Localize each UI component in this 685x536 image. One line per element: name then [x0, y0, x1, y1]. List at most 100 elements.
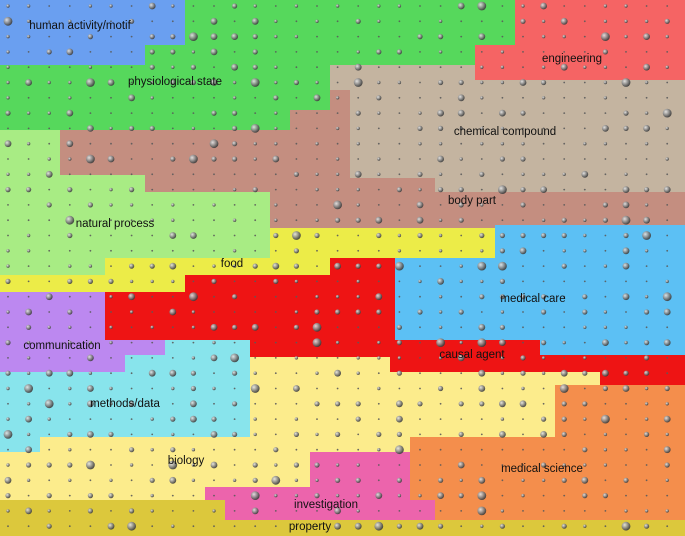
node-dot — [419, 357, 421, 359]
node-dot — [438, 187, 444, 193]
node-dot — [480, 311, 483, 313]
node-dot — [355, 110, 361, 116]
node-dot — [519, 79, 527, 86]
node-dot — [6, 50, 10, 54]
node-dot — [48, 66, 51, 69]
node-dot — [501, 494, 504, 497]
node-dot — [46, 202, 52, 208]
node-dot — [622, 293, 630, 301]
node-dot — [398, 142, 401, 145]
node-dot — [87, 354, 94, 362]
node-dot — [375, 492, 383, 499]
node-dot — [171, 510, 174, 512]
node-dot — [130, 234, 133, 237]
node-dot — [27, 494, 30, 497]
node-dot — [149, 263, 155, 269]
node-dot — [233, 280, 236, 283]
node-dot — [604, 280, 607, 283]
node-dot — [192, 96, 195, 99]
node-dot — [665, 126, 669, 131]
node-dot — [377, 157, 381, 161]
node-dot — [336, 20, 339, 23]
node-dot — [316, 280, 318, 283]
node-dot — [480, 80, 484, 85]
node-dot — [25, 308, 32, 316]
node-dot — [68, 448, 72, 452]
node-dot — [563, 112, 566, 114]
node-dot — [522, 418, 524, 420]
node-dot — [460, 35, 463, 38]
node-dot — [334, 507, 341, 515]
node-dot — [377, 111, 381, 115]
node-dot — [357, 387, 360, 390]
node-dot — [67, 187, 73, 193]
node-dot — [581, 170, 589, 178]
node-dot — [519, 400, 527, 408]
node-dot — [396, 523, 402, 529]
node-dot — [171, 524, 175, 528]
node-dot — [665, 432, 669, 437]
node-dots-layer — [3, 1, 672, 531]
node-dot — [192, 280, 195, 283]
node-dot — [357, 326, 360, 329]
node-dot — [336, 249, 339, 252]
node-dot — [336, 35, 339, 38]
node-dot — [335, 187, 340, 192]
node-dot — [438, 79, 444, 86]
node-dot — [272, 262, 280, 270]
node-dot — [666, 525, 669, 528]
node-dot — [213, 525, 215, 528]
node-dot — [398, 204, 401, 206]
node-dot — [68, 510, 71, 512]
node-dot — [417, 171, 423, 177]
node-dot — [68, 35, 71, 38]
node-dot — [45, 369, 53, 377]
node-dot — [68, 340, 72, 345]
node-dot — [315, 218, 319, 222]
node-dot — [295, 448, 298, 451]
node-dot — [623, 370, 629, 376]
node-dot — [295, 96, 298, 99]
node-dot — [68, 386, 72, 391]
node-dot — [645, 280, 648, 283]
node-dot — [130, 51, 133, 53]
region-label-medical-science: medical science — [501, 463, 583, 475]
node-dot — [459, 340, 463, 345]
node-dot — [274, 463, 278, 467]
node-dot — [335, 157, 340, 161]
node-dot — [130, 326, 133, 329]
node-dot — [520, 202, 526, 208]
node-dot — [645, 51, 648, 53]
node-dot — [212, 264, 216, 268]
node-dot — [601, 414, 610, 424]
node-dot — [130, 173, 133, 176]
node-dot — [645, 5, 648, 7]
node-dot — [3, 16, 13, 26]
node-dot — [542, 525, 545, 528]
region-label-engineering: engineering — [542, 53, 602, 65]
node-dot — [314, 232, 320, 239]
node-dot — [460, 51, 463, 53]
node-dot — [356, 50, 360, 54]
node-dot — [480, 51, 483, 53]
node-dot — [110, 112, 112, 114]
node-dot — [48, 357, 51, 359]
node-dot — [666, 357, 669, 359]
node-dot — [437, 492, 444, 499]
node-dot — [355, 309, 361, 315]
node-dot — [250, 384, 260, 393]
node-dot — [541, 309, 547, 315]
node-dot — [643, 63, 650, 71]
node-dot — [295, 341, 298, 344]
node-dot — [110, 20, 112, 23]
node-dot — [437, 278, 444, 285]
node-dot — [274, 65, 278, 69]
node-dot — [110, 418, 112, 420]
node-dot — [68, 173, 71, 176]
node-dot — [418, 111, 422, 115]
node-dot — [313, 94, 321, 102]
node-dot — [357, 448, 360, 451]
node-dot — [293, 171, 299, 177]
node-dot — [621, 78, 631, 87]
node-dot — [48, 219, 51, 222]
